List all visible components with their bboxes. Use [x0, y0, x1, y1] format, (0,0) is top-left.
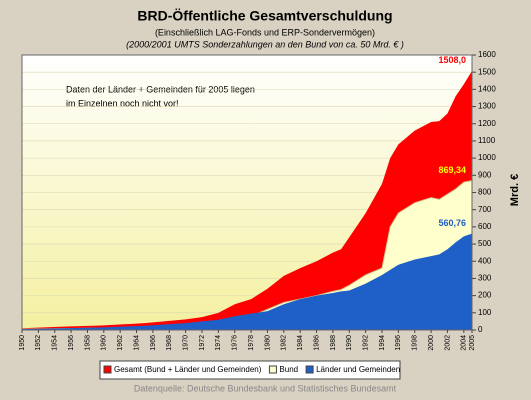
- source: Datenquelle: Deutsche Bundesbank und Sta…: [134, 383, 397, 393]
- value-label: 1508,0: [438, 55, 466, 65]
- y-tick-label: 0: [478, 325, 483, 334]
- x-tick-label: 1998: [412, 335, 419, 351]
- y-tick-label: 300: [478, 274, 492, 283]
- value-label: 560,76: [438, 218, 466, 228]
- x-tick-label: 2000: [428, 335, 435, 351]
- y-tick-label: 600: [478, 222, 492, 231]
- x-tick-label: 2002: [444, 335, 451, 351]
- legend-label: Bund: [279, 365, 298, 374]
- y-tick-label: 1000: [478, 153, 496, 162]
- x-tick-label: 1958: [84, 335, 91, 351]
- x-tick-label: 1954: [52, 335, 59, 351]
- x-tick-label: 1974: [215, 335, 222, 351]
- x-tick-label: 1984: [297, 335, 304, 351]
- y-tick-label: 1100: [478, 136, 496, 145]
- area: [22, 70, 472, 330]
- y-tick-label: 800: [478, 188, 492, 197]
- chart-title: BRD-Öffentliche Gesamtverschuldung: [137, 8, 392, 24]
- y-tick-label: 1500: [478, 67, 496, 76]
- y-tick-label: 1600: [478, 50, 496, 59]
- x-tick-label: 1952: [35, 335, 42, 351]
- x-tick-label: 1986: [313, 335, 320, 351]
- x-tick-label: 1966: [150, 335, 157, 351]
- x-tick-label: 1980: [264, 335, 271, 351]
- x-tick-label: 1956: [68, 335, 75, 351]
- x-tick-label: 2004: [461, 335, 468, 351]
- x-tick-label: 1950: [19, 335, 26, 351]
- y-tick-label: 100: [478, 308, 492, 317]
- x-tick-label: 1964: [133, 335, 140, 351]
- x-tick-label: 1992: [362, 335, 369, 351]
- x-tick-label: 1970: [182, 335, 189, 351]
- x-tick-label: 1990: [346, 335, 353, 351]
- y-tick-label: 900: [478, 170, 492, 179]
- legend: [99, 360, 401, 380]
- x-tick-label: 1960: [101, 335, 108, 351]
- y-tick-label: 700: [478, 205, 492, 214]
- x-tick-label: 1994: [379, 335, 386, 351]
- x-tick-label: 1962: [117, 335, 124, 351]
- x-tick-label: 1976: [232, 335, 239, 351]
- area: [22, 233, 472, 330]
- y-axis-label: Mrd. €: [509, 174, 521, 206]
- y-tick-label: 400: [478, 256, 492, 265]
- x-tick-label: 1972: [199, 335, 206, 351]
- subtitle: (Einschließlich LAG-Fonds und ERP-Sonder…: [155, 27, 375, 37]
- legend-label: Länder und Gemeinden: [316, 365, 400, 374]
- y-tick-label: 1300: [478, 102, 496, 111]
- legend-swatch: [305, 365, 314, 374]
- x-tick-label: 1978: [248, 335, 255, 351]
- x-tick-label: 1982: [281, 335, 288, 351]
- y-tick-label: 1400: [478, 84, 496, 93]
- plot-border: [21, 54, 473, 331]
- legend-swatch: [268, 365, 277, 374]
- y-tick-label: 1200: [478, 119, 496, 128]
- value-label: 869,34: [438, 165, 466, 175]
- x-tick-label: 1996: [395, 335, 402, 351]
- x-tick-label: 1968: [166, 335, 173, 351]
- legend-swatch: [103, 365, 112, 374]
- x-tick-label: 2005: [469, 335, 476, 351]
- y-tick-label: 200: [478, 291, 492, 300]
- subtitle: (2000/2001 UMTS Sonderzahlungen an den B…: [126, 39, 404, 49]
- x-tick-label: 1988: [330, 335, 337, 351]
- legend-label: Gesamt (Bund + Länder und Gemeinden): [114, 365, 262, 374]
- annotation: im Einzelnen noch nicht vor!: [66, 98, 179, 108]
- y-tick-label: 500: [478, 239, 492, 248]
